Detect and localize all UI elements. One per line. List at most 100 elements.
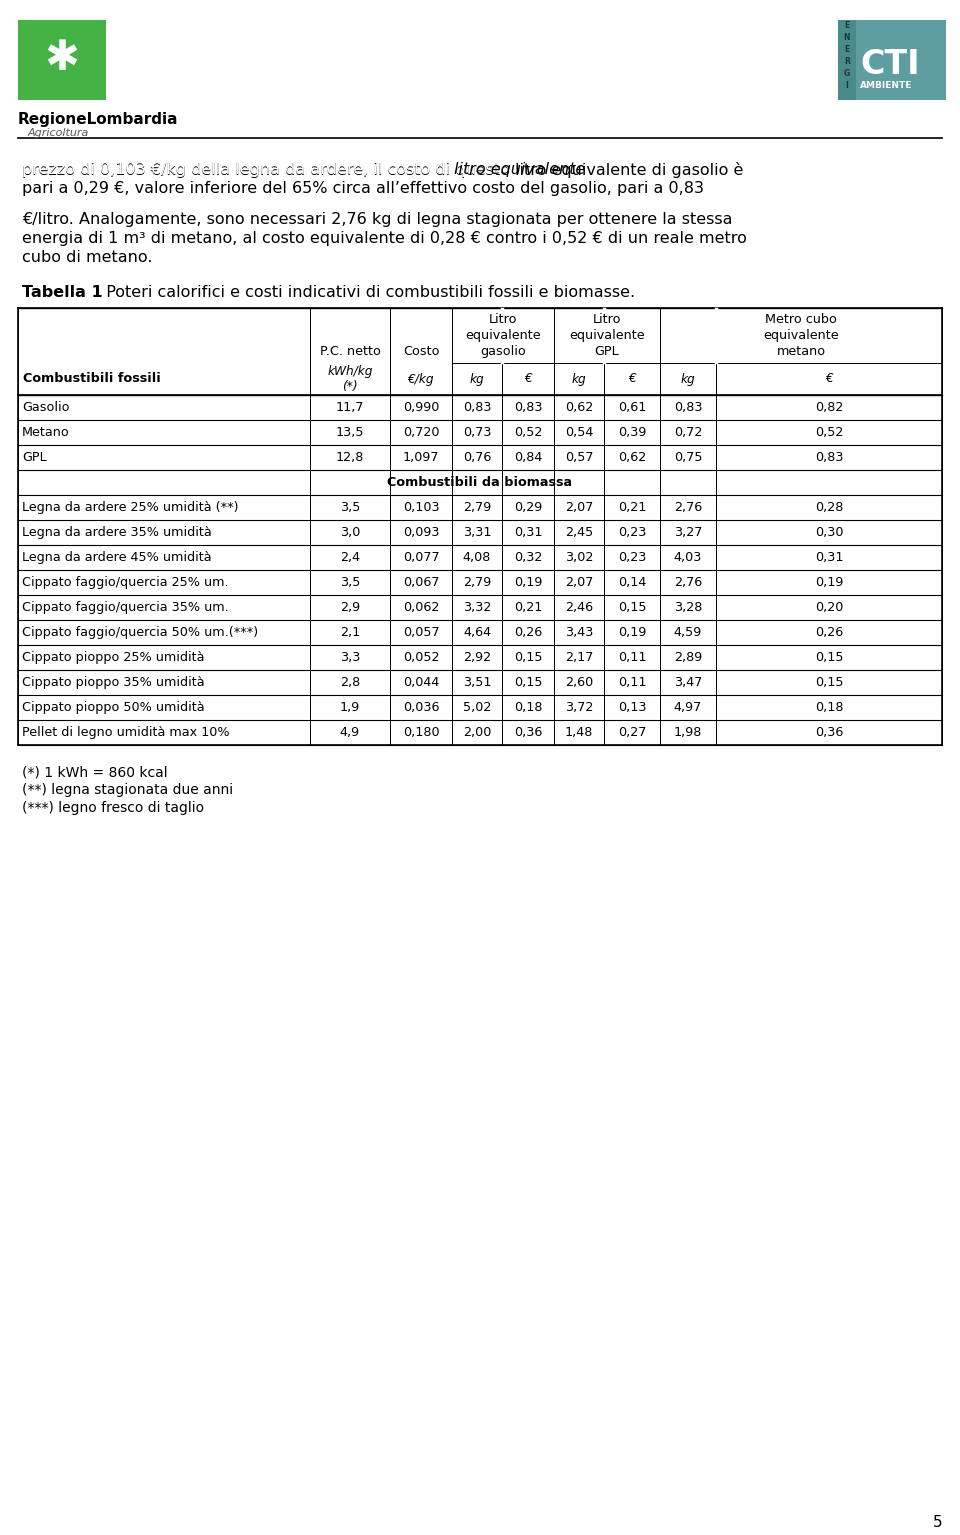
Text: 2,79: 2,79 [463,576,492,589]
Bar [838,20,856,100]
Text: €: € [628,373,636,385]
Text: kg: kg [571,373,587,385]
Text: 0,19: 0,19 [618,626,646,639]
Text: 0,26: 0,26 [514,626,542,639]
Text: 0,62: 0,62 [618,451,646,464]
Bar [18,20,106,100]
Text: 0,39: 0,39 [618,427,646,439]
Text: 0,23: 0,23 [618,527,646,539]
Text: 0,62: 0,62 [564,401,593,414]
Text: 0,062: 0,062 [403,602,439,614]
Text: kg: kg [469,373,485,385]
Text: 0,21: 0,21 [618,500,646,514]
Text: pari a 0,29 €, valore inferiore del 65% circa all’effettivo costo del gasolio, p: pari a 0,29 €, valore inferiore del 65% … [22,181,704,196]
Text: 4,97: 4,97 [674,701,702,714]
Text: RegioneLombardia: RegioneLombardia [18,112,179,127]
Text: 0,093: 0,093 [403,527,440,539]
Text: 0,83: 0,83 [674,401,703,414]
Text: 0,28: 0,28 [815,500,843,514]
Text: R: R [844,57,850,66]
Text: P.C. netto: P.C. netto [320,345,380,358]
Text: ✱: ✱ [44,37,80,78]
Text: Agricoltura: Agricoltura [28,127,89,138]
Text: E: E [845,45,850,54]
Text: Cippato pioppo 50% umidità: Cippato pioppo 50% umidità [22,701,204,714]
Text: Pellet di legno umidità max 10%: Pellet di legno umidità max 10% [22,726,229,738]
Text: 0,15: 0,15 [815,651,843,665]
Text: G: G [844,69,851,77]
Text: 2,76: 2,76 [674,500,702,514]
Text: 4,03: 4,03 [674,551,702,563]
Text: Cippato pioppo 35% umidità: Cippato pioppo 35% umidità [22,675,204,689]
Text: 2,60: 2,60 [564,675,593,689]
Text: 0,11: 0,11 [617,651,646,665]
Text: litro equivalente: litro equivalente [454,163,586,177]
Text: I: I [846,80,849,89]
Text: 2,9: 2,9 [340,602,360,614]
Text: 4,9: 4,9 [340,726,360,738]
Text: Legna da ardere 35% umidità: Legna da ardere 35% umidità [22,527,212,539]
Text: 0,23: 0,23 [618,551,646,563]
Text: 2,4: 2,4 [340,551,360,563]
Text: 3,31: 3,31 [463,527,492,539]
Text: 2,07: 2,07 [564,500,593,514]
Text: Tabella 1: Tabella 1 [22,286,103,299]
Text: 2,92: 2,92 [463,651,492,665]
Bar [838,20,946,100]
Text: 3,32: 3,32 [463,602,492,614]
Text: 0,044: 0,044 [403,675,439,689]
Text: 0,36: 0,36 [514,726,542,738]
Text: 11,7: 11,7 [336,401,364,414]
Text: 4,59: 4,59 [674,626,702,639]
Text: €: € [524,373,532,385]
Text: Cippato pioppo 25% umidità: Cippato pioppo 25% umidità [22,651,204,665]
Text: 2,8: 2,8 [340,675,360,689]
Text: 0,15: 0,15 [617,602,646,614]
Text: 0,52: 0,52 [815,427,843,439]
Text: 0,72: 0,72 [674,427,702,439]
Text: 0,26: 0,26 [815,626,843,639]
Text: 0,18: 0,18 [815,701,843,714]
Text: €/litro. Analogamente, sono necessari 2,76 kg di legna stagionata per ottenere l: €/litro. Analogamente, sono necessari 2,… [22,212,732,227]
Text: 3,02: 3,02 [564,551,593,563]
Text: cubo di metano.: cubo di metano. [22,250,153,266]
Text: 2,45: 2,45 [564,527,593,539]
Text: 13,5: 13,5 [336,427,364,439]
Text: 0,61: 0,61 [618,401,646,414]
Text: 0,13: 0,13 [617,701,646,714]
Text: 0,31: 0,31 [815,551,843,563]
Text: 0,180: 0,180 [402,726,440,738]
Text: 2,79: 2,79 [463,500,492,514]
Text: Costo: Costo [403,345,440,358]
Text: 0,76: 0,76 [463,451,492,464]
Text: €/kg: €/kg [408,373,434,385]
Text: Metro cubo
equivalente
metano: Metro cubo equivalente metano [763,313,839,358]
Text: Legna da ardere 45% umidità: Legna da ardere 45% umidità [22,551,211,563]
Text: 0,103: 0,103 [402,500,440,514]
Text: 0,30: 0,30 [815,527,843,539]
Text: 0,15: 0,15 [815,675,843,689]
Text: 4,08: 4,08 [463,551,492,563]
Text: (**) legna stagionata due anni: (**) legna stagionata due anni [22,783,233,797]
Text: kWh/kg
(*): kWh/kg (*) [327,365,372,393]
Text: 0,036: 0,036 [403,701,440,714]
Text: 1,48: 1,48 [564,726,593,738]
Text: 0,82: 0,82 [815,401,843,414]
Text: 0,20: 0,20 [815,602,843,614]
Text: 1,98: 1,98 [674,726,702,738]
Text: . Poteri calorifici e costi indicativi di combustibili fossili e biomasse.: . Poteri calorifici e costi indicativi d… [96,286,636,299]
Text: 2,1: 2,1 [340,626,360,639]
Text: 2,89: 2,89 [674,651,702,665]
Text: 1,9: 1,9 [340,701,360,714]
Text: 0,52: 0,52 [514,427,542,439]
Text: 3,27: 3,27 [674,527,702,539]
Text: 0,19: 0,19 [815,576,843,589]
Text: (***) legno fresco di taglio: (***) legno fresco di taglio [22,801,204,815]
Text: 0,990: 0,990 [403,401,439,414]
Text: 0,83: 0,83 [815,451,843,464]
Text: 0,31: 0,31 [514,527,542,539]
Text: 0,057: 0,057 [402,626,440,639]
Text: Cippato faggio/quercia 50% um.(***): Cippato faggio/quercia 50% um.(***) [22,626,258,639]
Text: Cippato faggio/quercia 35% um.: Cippato faggio/quercia 35% um. [22,602,228,614]
Text: energia di 1 m³ di metano, al costo equivalente di 0,28 € contro i 0,52 € di un : energia di 1 m³ di metano, al costo equi… [22,230,747,246]
